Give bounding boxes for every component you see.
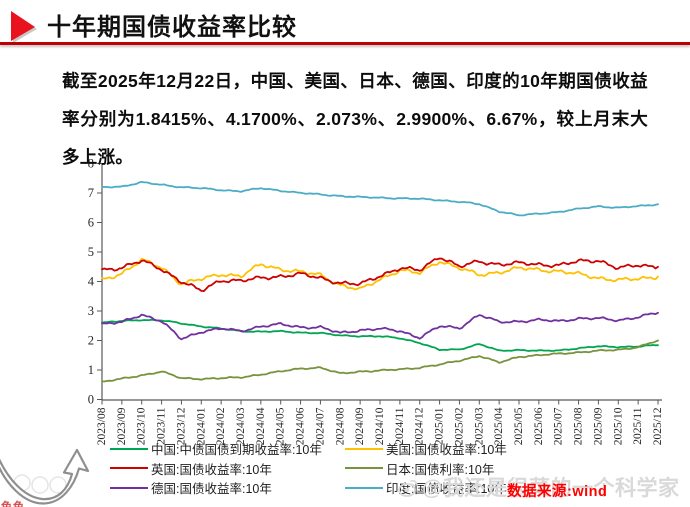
series-line-中国: [101, 318, 659, 352]
legend-swatch: [345, 447, 383, 450]
legend-item: 美国:国债收益率:10年: [345, 439, 507, 459]
x-tick-label: 2025/07: [553, 407, 565, 445]
legend-swatch: [110, 447, 148, 450]
y-tick-label: 0: [88, 393, 94, 407]
chart-legend: 中国:中债国债到期收益率:10年 英国:国债收益率:10年 德国:国债收益率:10年…: [110, 439, 580, 498]
y-tick-label: 4: [88, 275, 95, 289]
series-line-日本: [101, 339, 659, 383]
legend-swatch: [110, 467, 148, 470]
curved-arrow-logo: [0, 448, 90, 505]
series-line-印度: [101, 180, 659, 217]
x-tick-label: 2024/12: [414, 407, 426, 445]
x-tick-label: 2024/03: [235, 407, 247, 445]
legend-item: 印度:国债收益率:10年: [345, 478, 507, 498]
page-title: 十年期国债收益率比较: [47, 14, 297, 41]
data-source-note: 数据来源:wind: [507, 484, 608, 500]
x-tick-label: 2024/10: [374, 407, 386, 445]
x-tick-label: 2023/10: [136, 407, 148, 445]
x-tick-label: 2024/02: [215, 407, 227, 445]
legend-column-right: 美国:国债收益率:10年 日本:国债利率:10年 印度:国债收益率:10年: [345, 439, 507, 498]
y-tick-label: 5: [88, 245, 94, 259]
header-rule: [0, 42, 690, 45]
legend-label: 日本:国债利率:10年: [386, 462, 495, 477]
x-tick-label: 2025/03: [473, 407, 485, 445]
x-tick-label: 2024/04: [255, 407, 267, 445]
y-tick-label: 3: [88, 304, 94, 318]
x-tick-label: 2025/09: [592, 407, 604, 445]
series-line-德国: [101, 311, 659, 341]
legend-swatch: [345, 486, 383, 489]
x-tick-label: 2024/01: [195, 407, 207, 445]
red-arrow-icon: [11, 11, 37, 43]
legend-label: 美国:国债收益率:10年: [386, 443, 507, 458]
legend-label: 印度:国债收益率:10年: [386, 482, 507, 497]
x-tick-label: 2025/06: [533, 407, 545, 445]
x-tick-label: 2024/08: [334, 407, 346, 445]
x-tick-label: 2025/01: [434, 407, 446, 445]
weibo-icon: [398, 480, 418, 497]
series-line-美国: [101, 257, 659, 291]
x-tick-label: 2024/11: [394, 407, 406, 445]
legend-swatch: [345, 467, 383, 470]
x-tick-label: 2025/05: [513, 407, 525, 445]
x-tick-label: 2025/08: [573, 407, 585, 445]
summary-paragraph: 截至2025年12月22日，中国、美国、日本、德国、印度的10年期国债收益率分别…: [62, 71, 648, 167]
x-tick-label: 2024/07: [314, 407, 326, 445]
y-tick-label: 7: [88, 186, 94, 200]
legend-label: 德国:国债收益率:10年: [151, 482, 272, 497]
header: 十年期国债收益率比较: [0, 0, 690, 46]
legend-swatch: [110, 486, 148, 489]
legend-item: 英国:国债收益率:10年: [110, 459, 345, 479]
legend-label: 英国:国债收益率:10年: [151, 462, 272, 477]
x-tick-label: 2024/05: [275, 407, 287, 445]
x-tick-label: 2025/02: [453, 407, 465, 445]
x-tick-label: 2023/12: [175, 407, 187, 445]
y-tick-label: 2: [88, 334, 94, 348]
legend-item: 中国:中债国债到期收益率:10年: [110, 439, 345, 459]
legend-column-left: 中国:中债国债到期收益率:10年 英国:国债收益率:10年 德国:国债收益率:10年: [110, 439, 345, 498]
weibo-watermark: @我还是很菜的一个科学家: [398, 472, 679, 502]
weibo-handle: @我还是很菜的一个科学家: [422, 477, 680, 500]
x-tick-label: 2023/09: [116, 407, 128, 445]
x-tick-label: 2025/11: [632, 407, 644, 445]
x-tick-label: 2025/12: [652, 407, 664, 445]
y-tick-label: 6: [88, 216, 94, 230]
legend-item: 日本:国债利率:10年: [345, 459, 507, 479]
x-tick-label: 2025/10: [612, 407, 624, 445]
x-tick-label: 2024/09: [354, 407, 366, 445]
legend-label: 中国:中债国债到期收益率:10年: [151, 443, 322, 458]
y-tick-label: 1: [88, 363, 94, 377]
x-tick-label: 2023/08: [96, 407, 108, 445]
x-tick-label: 2025/04: [493, 407, 505, 445]
y-tick-label: 8: [88, 157, 94, 171]
x-tick-label: 2023/11: [156, 407, 168, 445]
x-tick-label: 2024/06: [295, 407, 307, 445]
series-line-英国: [101, 257, 659, 293]
legend-item: 德国:国债收益率:10年: [110, 478, 345, 498]
clipped-footer-text: 色色色: [1, 501, 25, 507]
